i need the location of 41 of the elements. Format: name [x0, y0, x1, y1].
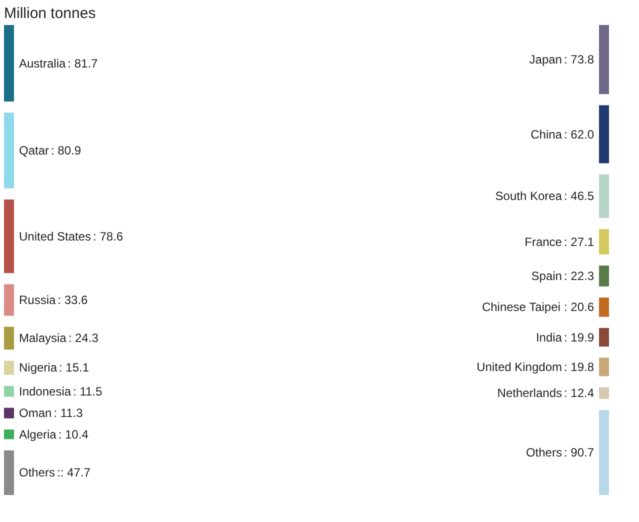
data-label: : 80.9 [51, 144, 82, 158]
category-label: United Kingdom [476, 360, 562, 374]
data-label: : 19.8 [564, 360, 594, 374]
data-label: : 73.8 [564, 52, 594, 67]
data-label: : 15.1 [59, 360, 90, 375]
category-label: Indonesia [19, 384, 72, 398]
data-label: : 10.4 [58, 427, 89, 442]
data-label: : 12.4 [564, 386, 594, 400]
data-label: : 90.7 [564, 446, 594, 460]
data-label: : 11.5 [73, 384, 102, 398]
category-label: France [524, 234, 562, 249]
category-label: Algeria [19, 427, 57, 442]
data-label: :: 47.7 [57, 466, 91, 480]
data-label: : 81.7 [68, 56, 98, 70]
data-label: : 11.3 [54, 406, 84, 420]
data-label: : 20.6 [564, 300, 594, 314]
category-label: Spain [531, 268, 562, 283]
category-label: Oman [19, 406, 52, 420]
data-label: : 33.6 [58, 292, 88, 307]
data-label: : 22.3 [564, 268, 594, 283]
category-label: India [536, 330, 562, 344]
data-label: : 78.6 [93, 229, 124, 244]
data-label: : 62.0 [564, 127, 594, 142]
category-label: Japan [529, 52, 562, 67]
data-label: : 19.9 [564, 330, 594, 344]
category-label: Australia [19, 56, 66, 70]
category-label: Netherlands [497, 386, 562, 400]
text: Million tonnes [4, 5, 96, 22]
category-label: Nigeria [19, 360, 58, 375]
data-label: : 27.1 [564, 234, 594, 249]
category-label: South Korea [495, 189, 562, 204]
category-label: Others [19, 466, 56, 480]
category-label: Malaysia [19, 331, 67, 346]
data-label: : 46.5 [564, 189, 594, 204]
category-label: Others [526, 446, 562, 460]
category-label: China [530, 127, 562, 142]
category-label: Russia [19, 292, 56, 307]
category-label: Qatar [19, 144, 50, 158]
category-label: United States [19, 229, 92, 244]
category-label: Chinese Taipei [482, 300, 560, 314]
data-label: : 24.3 [68, 331, 99, 346]
